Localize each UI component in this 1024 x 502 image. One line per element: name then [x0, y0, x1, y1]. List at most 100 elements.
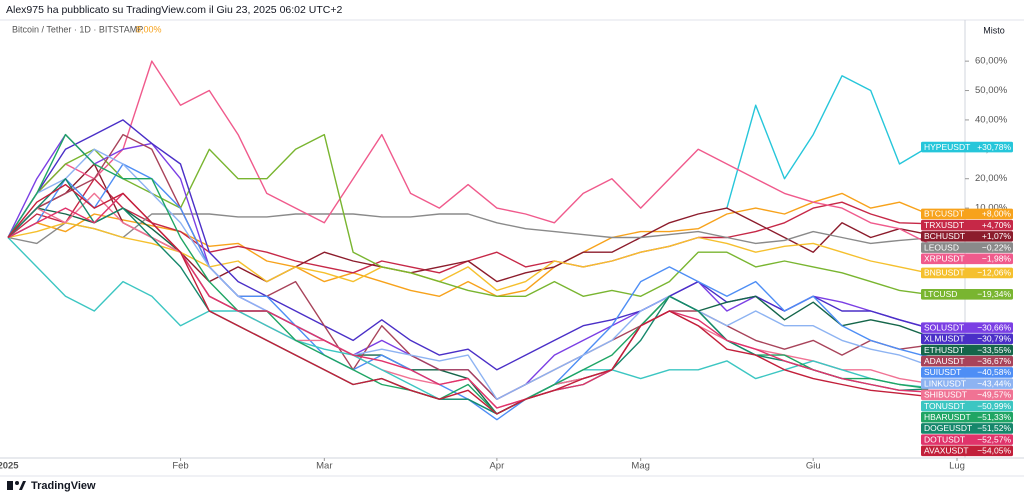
series-end-label: SUIUSDT −40,58%: [921, 367, 1013, 378]
x-tick-label: Mar: [316, 461, 332, 472]
label-box: [921, 400, 1013, 412]
legend-name: SUIUSDT: [924, 367, 961, 377]
series-line: [7, 213, 929, 245]
series-line: [7, 60, 929, 244]
x-tick-label: Lug: [949, 461, 965, 472]
legend-name: XLMUSDT: [924, 334, 965, 344]
legend-name: HYPEUSDT: [924, 142, 970, 152]
series-end-label: BCHUSDT +1,07%: [921, 231, 1013, 242]
x-tick-label: Apr: [489, 461, 504, 472]
value-label: −54,05%: [977, 446, 1011, 456]
series-end-label: DOTUSDT −52,57%: [921, 434, 1013, 445]
series-end-label: LTCUSD −19,34%: [921, 289, 1013, 300]
value-label: −19,34%: [977, 289, 1011, 299]
label-box: [921, 253, 1013, 265]
legend-name: BTCUSDT: [924, 209, 964, 219]
label-box: [921, 141, 1013, 153]
y-tick-label: 50,00%: [975, 85, 1008, 96]
value-label: −30,79%: [977, 334, 1011, 344]
legend-name: TONUSDT: [924, 401, 965, 411]
y-tick-label: 10,00%: [975, 203, 1008, 214]
series-end-label: LINKUSDT −43,44%: [921, 378, 1013, 389]
series-end-label: BTCUSDT +8,00%: [921, 208, 1013, 220]
series-end-label: XLMUSDT −30,79%: [921, 333, 1013, 345]
label-box: [921, 208, 1013, 220]
label-box: [921, 434, 1013, 445]
legend-name: TRXUSDT: [924, 220, 964, 230]
x-tick-label: 2025: [0, 461, 19, 472]
value-label: +4,70%: [982, 220, 1012, 230]
brand: TradingView: [31, 480, 96, 492]
scale-mode: Misto: [983, 25, 1005, 35]
label-box: [921, 445, 1013, 457]
credit: Alex975 ha pubblicato su TradingView.com…: [6, 4, 342, 16]
label-box: [921, 355, 1013, 367]
value-label: −50,99%: [977, 401, 1011, 411]
series-line: [726, 75, 929, 209]
series-end-label: ADAUSDT −36,67%: [921, 355, 1013, 367]
brand-logo: [7, 481, 26, 490]
x-tick-label: Giu: [806, 461, 821, 472]
legend-name: SOLUSDT: [924, 322, 964, 332]
series-line: [7, 148, 929, 400]
lines: [7, 60, 929, 421]
series-line: [7, 119, 929, 371]
legend-name: BCHUSDT: [924, 231, 965, 241]
value-label: −33,55%: [977, 345, 1011, 355]
label-box: [921, 389, 1013, 401]
value-label: +8,00%: [982, 209, 1012, 219]
symbol: Bitcoin / Tether · 1D · BITSTAMP: [12, 24, 143, 34]
series-end-label: XRPUSDT −1,98%: [921, 253, 1013, 265]
value-label: −49,57%: [977, 390, 1011, 400]
series-end-label: HBARUSDT −51,33%: [921, 411, 1013, 423]
value-label: −51,52%: [977, 423, 1011, 433]
series-end-label: BNBUSDT −12,06%: [921, 267, 1013, 279]
value-label: −52,57%: [977, 434, 1011, 444]
label-box: [921, 289, 1013, 300]
legend-name: LINKUSDT: [924, 378, 966, 388]
series-end-label: SOLUSDT −30,66%: [921, 322, 1013, 333]
series-end-label: DOGEUSDT −51,52%: [921, 423, 1013, 434]
label-box: [921, 242, 1013, 253]
label-box: [921, 411, 1013, 423]
value-label: +30,78%: [977, 142, 1011, 152]
legend-name: DOGEUSDT: [924, 423, 972, 433]
series-end-label: TONUSDT −50,99%: [921, 400, 1013, 412]
x-tick-label: Feb: [172, 461, 188, 472]
value-label: −51,33%: [977, 412, 1011, 422]
y-tick-label: 60,00%: [975, 56, 1008, 67]
value-label: −1,98%: [982, 254, 1012, 264]
legend-name: AVAXUSDT: [924, 446, 969, 456]
legend-name: SHIBUSDT: [924, 390, 967, 400]
series-line: [7, 133, 929, 415]
series-line: [7, 133, 929, 400]
label-box: [921, 322, 1013, 333]
series-line: [7, 178, 929, 415]
label-box: [921, 367, 1013, 378]
symbol-value: 8,00%: [136, 24, 162, 34]
series-end-label: ETHUSDT −33,55%: [921, 344, 1013, 356]
series-line: [7, 183, 929, 415]
series-end-label: TRXUSDT +4,70%: [921, 219, 1013, 231]
series-line: [7, 192, 929, 297]
series-end-label: HYPEUSDT +30,78%: [921, 141, 1013, 153]
y-tick-label: 40,00%: [975, 114, 1008, 125]
legend-name: HBARUSDT: [924, 412, 971, 422]
label-box: [921, 344, 1013, 356]
legend-name: LEOUSD: [924, 242, 959, 252]
series-end-label: AVAXUSDT −54,05%: [921, 445, 1013, 457]
legend-name: BNBUSDT: [924, 268, 965, 278]
y-tick-label: 20,00%: [975, 173, 1008, 184]
legend-name: ETHUSDT: [924, 345, 964, 355]
label-box: [921, 333, 1013, 345]
series-end-label: SHIBUSDT −49,57%: [921, 389, 1013, 401]
x-tick-label: Mag: [631, 461, 649, 472]
label-box: [921, 231, 1013, 242]
label-box: [921, 378, 1013, 389]
legend-name: ADAUSDT: [924, 356, 965, 366]
legend-name: LTCUSD: [924, 289, 957, 299]
legend-name: XRPUSDT: [924, 254, 965, 264]
series-end-label: LEOUSD −0,22%: [921, 242, 1013, 253]
